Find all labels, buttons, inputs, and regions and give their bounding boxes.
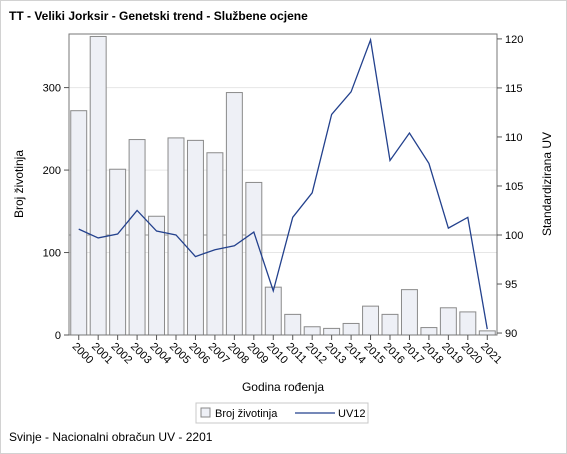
bar [342, 322, 360, 336]
x-tick-label: 2019 [439, 341, 465, 367]
bar [109, 168, 127, 336]
legend-label-bars: Broj životinja [215, 408, 278, 420]
line-layer [78, 37, 488, 330]
y2-axis-title: Standardizirana UV [540, 132, 554, 236]
x-tick-label: 2002 [109, 341, 135, 367]
bar [478, 330, 496, 336]
chart-title: TT - Veliki Jorksir - Genetski trend - S… [9, 9, 308, 23]
x-tick-label: 2009 [245, 341, 271, 367]
y2-tick-label: 110 [505, 132, 523, 144]
bar [128, 139, 146, 336]
x-tick-label: 2012 [303, 341, 329, 367]
y-tick-label: 300 [43, 83, 61, 95]
y-tick-label: 0 [55, 330, 61, 342]
bar [323, 327, 341, 336]
x-tick-label: 2001 [89, 341, 115, 367]
x-tick-label: 2007 [206, 341, 232, 367]
y2-tick-label: 120 [505, 34, 523, 46]
x-tick-label: 2015 [361, 341, 387, 367]
y-axis-left: 0 100 200 300 [43, 83, 69, 342]
y2-tick-label: 90 [505, 328, 517, 340]
bars-layer [70, 35, 496, 336]
bar [439, 307, 457, 336]
x-tick-label: 2000 [70, 341, 96, 367]
bar [362, 305, 380, 336]
bar [420, 327, 438, 336]
bar [186, 139, 204, 336]
y2-tick-label: 105 [505, 181, 523, 193]
x-tick-label: 2013 [323, 341, 349, 367]
bar [400, 289, 418, 336]
bar [264, 286, 282, 336]
x-tick-label: 2005 [167, 341, 193, 367]
x-tick-label: 2011 [284, 341, 309, 366]
bar [245, 181, 263, 336]
y2-tick-label: 100 [505, 230, 523, 242]
legend-swatch-bars [200, 407, 211, 418]
bar [225, 92, 243, 336]
x-tick-label: 2006 [186, 341, 212, 367]
x-tick-label: 2014 [342, 341, 368, 367]
plot-border [68, 33, 498, 336]
bar [167, 137, 185, 336]
legend-label-line: UV12 [338, 408, 366, 420]
y-tick-label: 200 [43, 165, 61, 177]
bar [148, 215, 166, 336]
y2-tick-label: 115 [505, 83, 523, 95]
x-axis: 2000200120022003200420052006200720082009… [70, 335, 504, 366]
x-tick-label: 2017 [400, 341, 426, 367]
x-tick-label: 2020 [459, 341, 485, 367]
bar [206, 152, 224, 336]
bar [381, 313, 399, 336]
y-tick-label: 100 [43, 248, 61, 260]
y2-tick-label: 95 [505, 279, 517, 291]
bar [70, 110, 88, 336]
footnote: Svinje - Nacionalni obračun UV - 2201 [9, 430, 213, 444]
series-line [78, 37, 488, 330]
x-tick-label: 2021 [478, 341, 504, 367]
x-tick-label: 2016 [381, 341, 407, 367]
bar [303, 326, 321, 336]
x-tick-label: 2018 [420, 341, 446, 367]
x-tick-label: 2008 [225, 341, 251, 367]
x-tick-label: 2010 [264, 341, 290, 367]
legend-border [195, 402, 369, 424]
x-tick-label: 2003 [128, 341, 154, 367]
legend: Broj životinja UV12 [195, 402, 369, 424]
bar [89, 35, 107, 336]
bar [284, 313, 302, 336]
bar [459, 311, 477, 336]
x-tick-label: 2004 [147, 341, 173, 367]
x-axis-title: Godina rođenja [242, 380, 324, 394]
y-axis-right: 90 95 100 105 110 115 120 [497, 34, 523, 340]
y-axis-title: Broj životinja [12, 150, 26, 218]
